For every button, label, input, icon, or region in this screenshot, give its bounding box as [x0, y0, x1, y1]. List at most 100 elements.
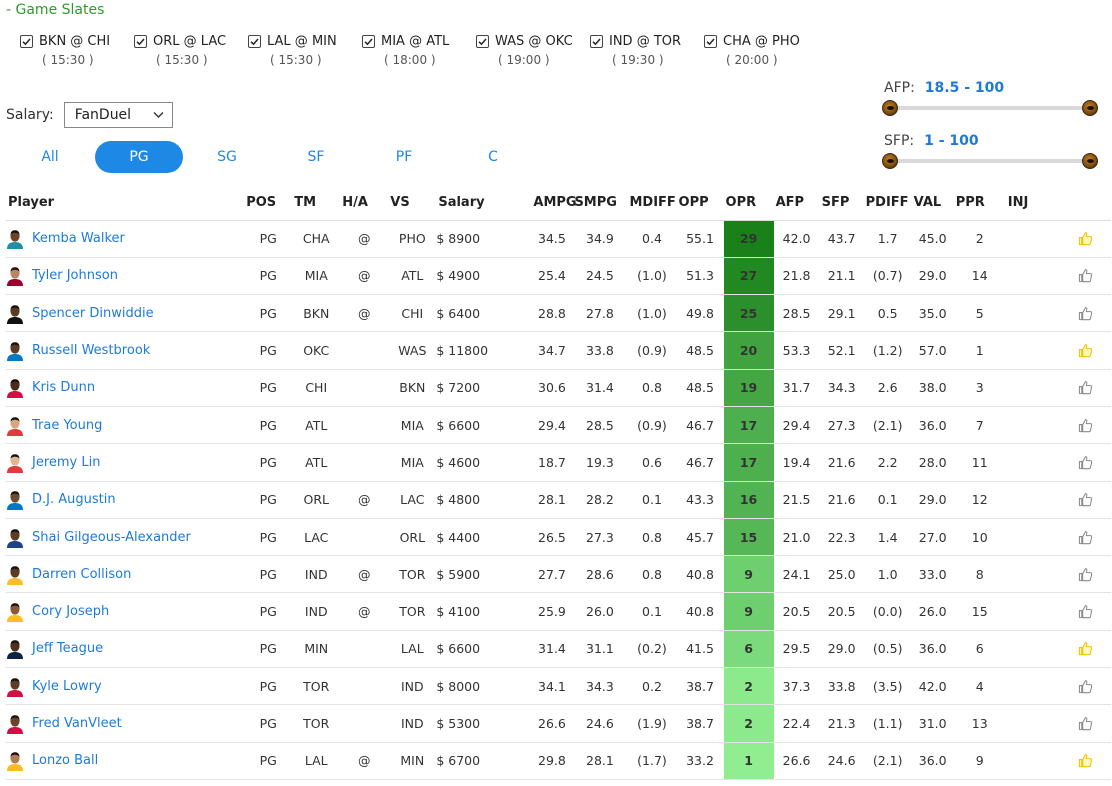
game-slates-toggle[interactable]: - Game Slates [6, 2, 105, 18]
slate-checkbox[interactable] [20, 34, 33, 48]
injury-cell [1005, 331, 1056, 370]
home-away-cell: @ [340, 592, 389, 631]
slate-checkbox[interactable] [134, 34, 147, 48]
player-name-link[interactable]: Trae Young [32, 417, 103, 433]
val-cell: 38.0 [911, 369, 954, 407]
slate-time: ( 19:30 ) [612, 53, 664, 67]
slate-checkbox-row[interactable]: BKN @ CHI [20, 32, 134, 50]
thumbs-up-icon[interactable] [1078, 716, 1093, 731]
column-header-mdiff[interactable]: MDIFF [627, 186, 677, 221]
player-name-link[interactable]: D.J. Augustin [32, 492, 116, 508]
player-name-link[interactable]: Cory Joseph [32, 604, 110, 620]
tab-c[interactable]: C [488, 149, 498, 165]
thumbs-up-icon[interactable] [1078, 418, 1093, 433]
home-away-cell [340, 704, 389, 743]
thumbs-up-icon[interactable] [1078, 753, 1093, 768]
thumbs-up-icon[interactable] [1078, 268, 1093, 283]
slate-checkbox[interactable] [704, 34, 717, 48]
slate-checkbox-row[interactable]: ORL @ LAC [134, 32, 248, 50]
player-name-link[interactable]: Kemba Walker [32, 231, 125, 247]
column-header-inj[interactable]: INJ [1005, 186, 1056, 221]
column-header-smpg[interactable]: SMPG [572, 186, 628, 221]
slate-checkbox[interactable] [362, 34, 375, 48]
afp-max-handle[interactable] [1082, 100, 1098, 116]
slate-item[interactable]: WAS @ OKC ( 19:00 ) [476, 32, 590, 67]
slate-checkbox-row[interactable]: MIA @ ATL [362, 32, 476, 50]
afp-cell: 26.6 [773, 742, 820, 780]
column-header-salary[interactable]: Salary [436, 186, 532, 221]
column-header-pos[interactable]: POS [244, 186, 293, 221]
slate-item[interactable]: IND @ TOR ( 19:30 ) [590, 32, 704, 67]
thumbs-up-icon[interactable] [1078, 343, 1093, 358]
sfp-slider-track[interactable] [882, 153, 1098, 169]
column-header-ppr[interactable]: PPR [953, 186, 1006, 221]
tab-pg[interactable]: PG [95, 141, 183, 173]
opr-cell: 9 [723, 555, 774, 594]
slate-label: MIA @ ATL [381, 33, 450, 49]
column-header-val[interactable]: VAL [911, 186, 954, 221]
slate-item[interactable]: BKN @ CHI ( 15:30 ) [20, 32, 134, 67]
thumbs-up-icon[interactable] [1078, 530, 1093, 545]
player-name-link[interactable]: Russell Westbrook [32, 343, 151, 359]
action-cell [1055, 406, 1111, 445]
player-name-link[interactable]: Kyle Lowry [32, 678, 102, 694]
slate-item[interactable]: LAL @ MIN ( 15:30 ) [248, 32, 362, 67]
tab-sg[interactable]: SG [217, 149, 237, 165]
column-header-pdiff[interactable]: PDIFF [863, 186, 912, 221]
slate-checkbox[interactable] [248, 34, 261, 48]
sfp-cell: 29.0 [819, 630, 864, 669]
thumbs-up-icon[interactable] [1078, 604, 1093, 619]
thumbs-up-icon[interactable] [1078, 231, 1093, 246]
thumbs-up-icon[interactable] [1078, 306, 1093, 321]
column-header-vs[interactable]: VS [388, 186, 437, 221]
player-name-link[interactable]: Jeff Teague [32, 641, 104, 657]
player-name-link[interactable]: Tyler Johnson [32, 268, 118, 284]
tab-pf[interactable]: PF [395, 149, 413, 165]
val-cell: 36.0 [911, 630, 954, 669]
tab-all[interactable]: All [41, 149, 59, 165]
ppr-cell: 4 [953, 667, 1006, 706]
player-name-link[interactable]: Lonzo Ball [32, 753, 99, 769]
column-header-player[interactable]: Player [6, 186, 245, 221]
thumbs-up-icon[interactable] [1078, 641, 1093, 656]
player-name-link[interactable]: Shai Gilgeous-Alexander [32, 529, 191, 545]
team-cell: MIN [292, 630, 341, 669]
thumbs-up-icon[interactable] [1078, 492, 1093, 507]
thumbs-up-icon[interactable] [1078, 455, 1093, 470]
afp-min-handle[interactable] [882, 100, 898, 116]
mdiff-cell: (1.0) [627, 294, 677, 333]
slate-checkbox[interactable] [590, 34, 603, 48]
slate-checkbox[interactable] [476, 34, 489, 48]
column-header-opp[interactable]: OPP [676, 186, 724, 221]
player-name-link[interactable]: Jeremy Lin [32, 454, 101, 470]
thumbs-up-icon[interactable] [1078, 679, 1093, 694]
player-name-link[interactable]: Kris Dunn [32, 380, 96, 396]
column-header-tm[interactable]: TM [292, 186, 341, 221]
column-header-afp[interactable]: AFP [773, 186, 820, 221]
player-name-link[interactable]: Spencer Dinwiddie [32, 305, 154, 321]
slate-item[interactable]: ORL @ LAC ( 15:30 ) [134, 32, 248, 67]
tab-sf[interactable]: SF [307, 149, 325, 165]
player-name-link[interactable]: Darren Collison [32, 566, 132, 582]
slate-checkbox-row[interactable]: LAL @ MIN [248, 32, 362, 50]
column-header-ha[interactable]: H/A [340, 186, 389, 221]
sfp-max-handle[interactable] [1082, 153, 1098, 169]
sfp-cell: 24.6 [819, 742, 864, 780]
opp-cell: 48.5 [676, 331, 724, 370]
column-header-opr[interactable]: OPR [723, 186, 774, 221]
action-cell [1055, 257, 1111, 296]
column-header-sfp[interactable]: SFP [819, 186, 864, 221]
thumbs-up-icon[interactable] [1078, 567, 1093, 582]
slate-checkbox-row[interactable]: WAS @ OKC [476, 32, 590, 50]
column-header-ampg[interactable]: AMPG [531, 186, 577, 221]
slate-item[interactable]: MIA @ ATL ( 18:00 ) [362, 32, 476, 67]
thumbs-up-icon[interactable] [1078, 380, 1093, 395]
slate-checkbox-row[interactable]: CHA @ PHO [704, 32, 818, 50]
player-name-link[interactable]: Fred VanVleet [32, 716, 122, 731]
salary-select[interactable]: FanDuel [63, 102, 173, 128]
slate-label: CHA @ PHO [723, 33, 800, 49]
sfp-min-handle[interactable] [882, 153, 898, 169]
afp-slider-track[interactable] [882, 100, 1098, 116]
slate-checkbox-row[interactable]: IND @ TOR [590, 32, 704, 50]
slate-item[interactable]: CHA @ PHO ( 20:00 ) [704, 32, 818, 67]
